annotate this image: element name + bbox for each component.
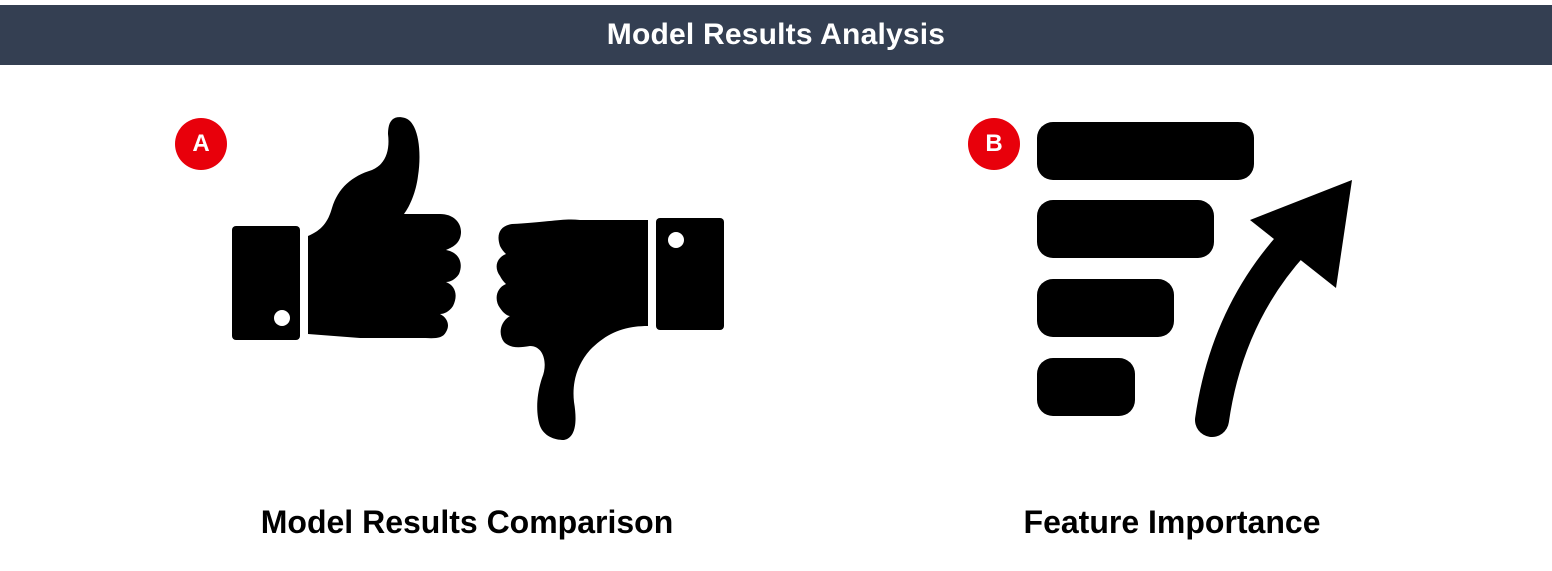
upward-arrow-icon [1195,180,1352,437]
importance-bar-1 [1037,122,1254,180]
thumbs-down-cuff-button [668,232,684,248]
caption-model-results-comparison: Model Results Comparison [260,504,674,540]
thumbs-down-icon [496,218,724,440]
badge-b: B [968,118,1020,170]
feature-importance-icon [1037,122,1352,437]
thumbs-down-cuff [656,218,724,330]
page-title: Model Results Analysis [606,18,946,51]
thumbs-up-down-icon [232,117,724,440]
importance-bars-icon [1037,122,1254,416]
header-bar: Model Results Analysis [0,5,1552,65]
thumbs-up-cuff [232,226,300,340]
thumbs-up-hand [308,117,462,339]
importance-bar-4 [1037,358,1135,416]
badge-a-label: A [192,130,210,157]
thumbs-up-icon [232,117,462,340]
badge-b-label: B [985,130,1003,157]
arrow-head [1250,180,1352,288]
thumbs-up-cuff-button [274,310,290,326]
importance-bar-3 [1037,279,1174,337]
importance-bar-2 [1037,200,1214,258]
caption-feature-importance: Feature Importance [1023,504,1321,540]
badge-a: A [175,118,227,170]
arrow-shaft [1195,225,1311,437]
thumbs-down-hand [496,219,648,440]
